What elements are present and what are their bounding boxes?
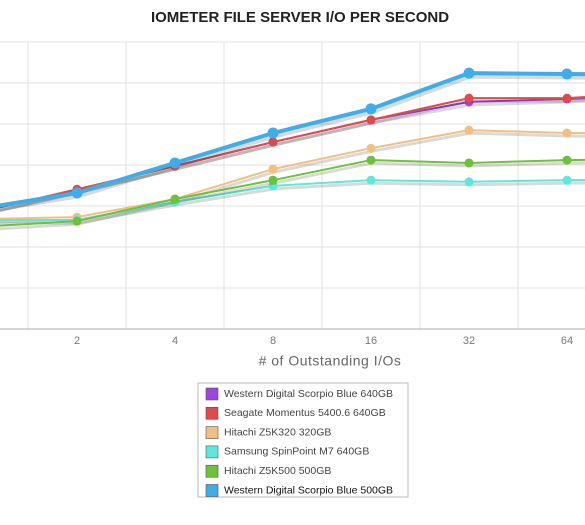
point [268,164,278,174]
legend-label: Western Digital Scorpio Blue 640GB [224,388,393,400]
series-line [0,158,585,227]
series-line [0,96,585,209]
point [562,93,572,103]
x-tick-label: 8 [270,335,276,347]
point [366,143,376,153]
legend-swatch [205,387,219,401]
point [562,155,572,165]
legend-label: Western Digital Scorpio Blue 500GB [224,484,393,496]
legend-label: Hitachi Z5K500 500GB [224,465,331,477]
point [268,175,278,185]
point [267,127,279,139]
chart-title: IOMETER FILE SERVER I/O PER SECOND [151,9,449,26]
point [366,175,376,185]
legend-swatch [205,406,219,420]
point [464,158,474,168]
x-tick-label: 4 [172,335,178,347]
point [562,128,572,138]
line-shadow [0,161,585,231]
x-tick-label: 2 [74,335,80,347]
line-shadow [0,98,585,213]
x-tick-label: 64 [561,335,573,347]
line-shadow [0,181,585,225]
point [170,194,180,204]
point [366,155,376,165]
legend-swatch [205,464,219,478]
point [561,68,573,80]
legend-label: Hitachi Z5K320 320GB [224,426,331,438]
line-shadow [0,73,585,212]
point [464,93,474,103]
point [169,157,181,169]
series-line [0,71,585,208]
line-shadow [0,131,585,224]
legend-box [197,382,409,498]
legend-swatch [205,445,219,459]
point [463,67,475,79]
legend-label: Samsung SpinPoint M7 640GB [224,446,369,458]
series-line [0,129,585,220]
point [72,216,82,226]
point [464,125,474,135]
legend-label: Seagate Momentus 5400.6 640GB [224,407,386,419]
point [365,103,377,115]
legend-swatch [205,426,219,439]
x-tick-label: 16 [365,335,377,347]
line-shadow [0,99,585,213]
x-axis-label: # of Outstanding I/Os [259,353,402,369]
point [268,137,278,147]
point [71,187,83,199]
legend-swatch [205,484,219,497]
point [464,177,474,187]
point [562,175,572,185]
point [366,115,376,125]
x-tick-label: 32 [463,335,475,347]
